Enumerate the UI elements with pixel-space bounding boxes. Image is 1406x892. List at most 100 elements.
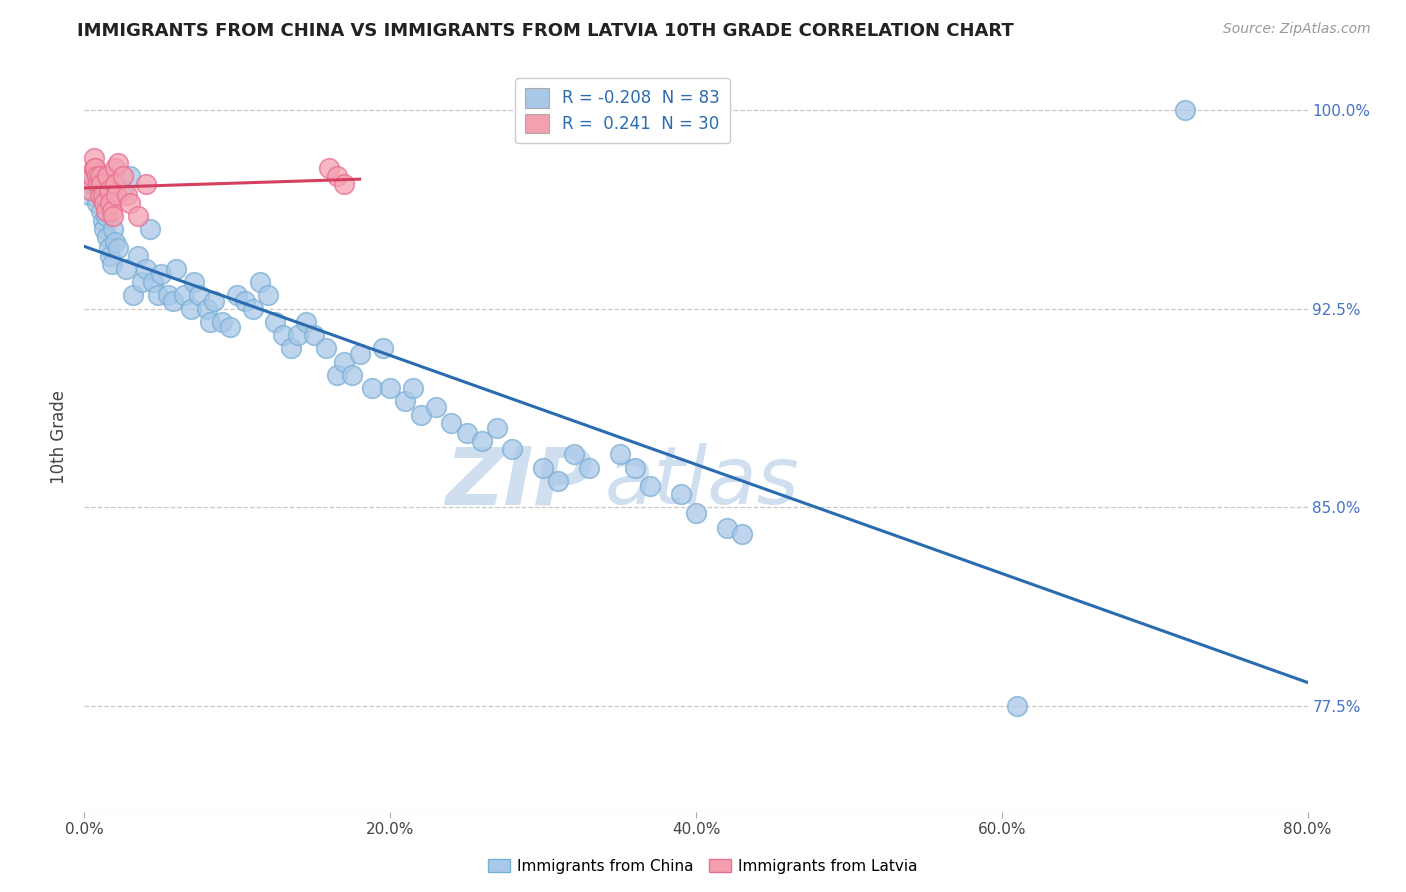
Point [669,487,692,501]
Point [183,275,205,289]
Point [120,195,142,210]
Point [89,187,111,202]
Text: IMMIGRANTS FROM CHINA VS IMMIGRANTS FROM LATVIA 10TH GRADE CORRELATION CHART: IMMIGRANTS FROM CHINA VS IMMIGRANTS FROM… [77,22,1014,40]
Point [103,209,125,223]
Point [280,342,302,356]
Point [440,416,463,430]
Point [107,241,129,255]
Point [83,151,105,165]
Point [471,434,494,448]
Point [531,460,554,475]
Point [325,368,347,382]
Point [107,156,129,170]
Point [409,408,432,422]
Point [271,328,294,343]
Point [80,178,103,192]
Point [547,474,569,488]
Point [233,293,256,308]
Point [1174,103,1197,117]
Point [685,506,707,520]
Point [340,368,363,382]
Point [578,460,600,475]
Point [91,214,114,228]
Point [90,203,112,218]
Text: Source: ZipAtlas.com: Source: ZipAtlas.com [1223,22,1371,37]
Point [318,161,340,176]
Point [96,169,118,184]
Point [173,288,195,302]
Point [302,328,325,343]
Point [84,161,107,176]
Point [101,203,124,218]
Point [89,187,111,202]
Point [165,262,187,277]
Point [122,288,145,302]
Point [98,249,121,263]
Point [146,288,169,302]
Point [87,178,110,192]
Point [349,347,371,361]
Point [94,203,117,218]
Point [97,182,120,196]
Point [402,381,425,395]
Point [149,267,172,281]
Point [83,169,105,184]
Point [188,288,211,302]
Point [111,182,134,196]
Point [111,169,134,184]
Point [716,521,738,535]
Point [86,195,108,210]
Point [249,275,271,289]
Point [360,381,382,395]
Point [96,230,118,244]
Point [609,447,631,461]
Point [380,381,402,395]
Point [162,293,184,308]
Point [135,262,157,277]
Point [97,241,120,255]
Point [127,209,149,223]
Point [115,187,138,202]
Point [315,342,337,356]
Point [93,222,115,236]
Point [295,315,318,329]
Point [218,320,240,334]
Point [562,447,585,461]
Point [624,460,647,475]
Point [157,288,180,302]
Point [103,222,125,236]
Point [87,182,110,196]
Point [456,426,478,441]
Point [104,161,127,176]
Point [242,301,264,316]
Point [325,169,347,184]
Point [94,209,117,223]
Point [257,288,280,302]
Point [264,315,287,329]
Point [371,342,394,356]
Point [93,195,115,210]
Text: ZIP: ZIP [444,443,592,521]
Point [84,161,107,176]
Point [83,161,105,176]
Point [98,195,121,210]
Point [80,169,103,184]
Point [180,301,202,316]
Point [101,257,124,271]
Point [226,288,249,302]
Point [202,293,225,308]
Point [135,178,157,192]
Point [394,394,416,409]
Point [89,169,111,184]
Point [638,479,661,493]
Point [114,262,136,277]
Point [486,421,509,435]
Point [502,442,524,456]
Point [139,222,162,236]
Point [104,178,127,192]
Point [195,301,218,316]
Point [142,275,165,289]
Point [91,187,114,202]
Point [333,354,356,368]
Point [1005,698,1028,713]
